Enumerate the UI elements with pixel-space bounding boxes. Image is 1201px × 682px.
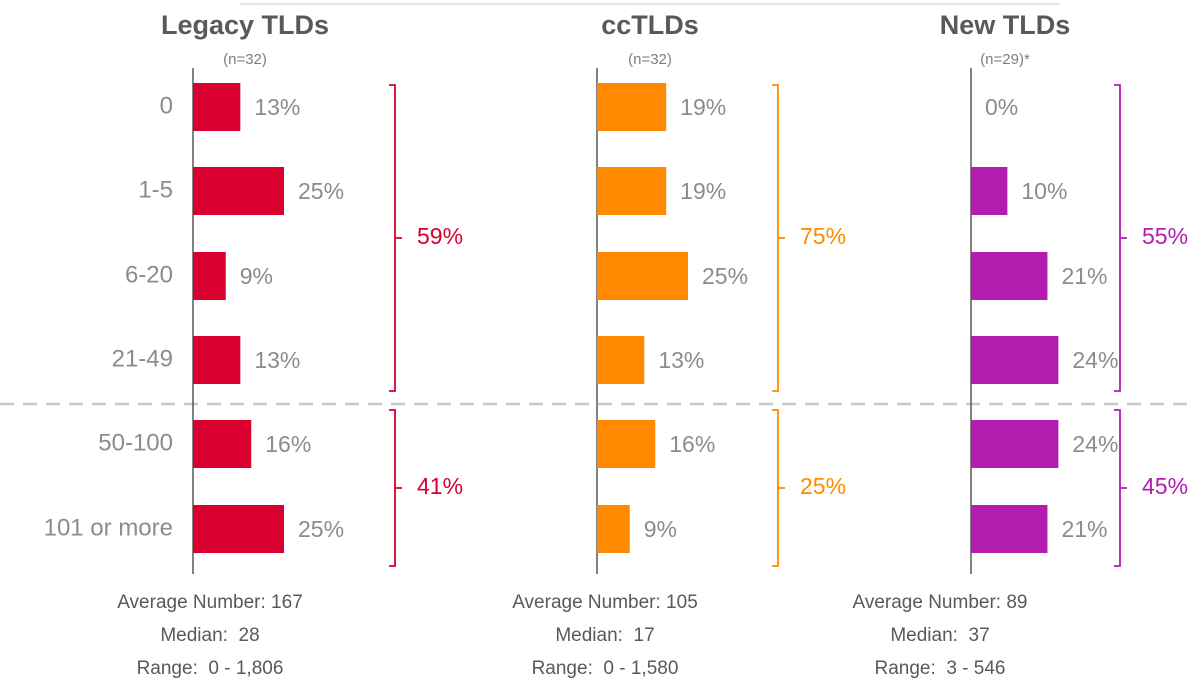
value-label: 25% <box>298 178 344 204</box>
panel-subtitle: (n=32) <box>223 51 267 68</box>
value-label: 9% <box>644 516 677 542</box>
bar <box>193 252 226 300</box>
value-label: 13% <box>254 94 300 120</box>
group-label: 45% <box>1142 473 1188 499</box>
bar <box>597 336 645 384</box>
stat-line: Range: 0 - 1,580 <box>532 658 679 679</box>
group-label: 55% <box>1142 223 1188 249</box>
value-label: 9% <box>240 263 273 289</box>
group-bracket <box>389 409 402 567</box>
value-label: 21% <box>1061 516 1107 542</box>
group-bracket <box>389 84 402 392</box>
value-label: 16% <box>265 431 311 457</box>
value-label: 13% <box>254 347 300 373</box>
category-label: 50-100 <box>98 429 173 456</box>
panel-title: ccTLDs <box>601 10 699 40</box>
group-label: 41% <box>417 473 463 499</box>
stat-line: Median: 37 <box>890 625 989 646</box>
bar <box>193 83 241 131</box>
bar <box>597 167 667 215</box>
bar <box>193 167 284 215</box>
stat-line: Range: 0 - 1,806 <box>137 658 284 679</box>
value-label: 10% <box>1021 178 1067 204</box>
category-label: 1-5 <box>138 176 173 203</box>
category-label: 101 or more <box>44 514 173 541</box>
group-bracket <box>1114 409 1127 567</box>
group-bracket <box>772 409 785 567</box>
stat-line: Average Number: 89 <box>853 592 1028 613</box>
value-label: 19% <box>680 94 726 120</box>
bar <box>193 420 252 468</box>
bar <box>597 505 630 553</box>
value-label: 24% <box>1072 347 1118 373</box>
bar <box>971 252 1048 300</box>
bar <box>597 252 688 300</box>
category-label: 21-49 <box>112 345 173 372</box>
panel-subtitle: (n=32) <box>628 51 672 68</box>
stat-line: Average Number: 167 <box>117 592 303 613</box>
bar <box>971 505 1048 553</box>
value-label: 16% <box>669 431 715 457</box>
group-label: 25% <box>800 473 846 499</box>
stat-line: Average Number: 105 <box>512 592 698 613</box>
value-label: 13% <box>658 347 704 373</box>
value-label: 25% <box>298 516 344 542</box>
panel-title: Legacy TLDs <box>161 10 329 40</box>
category-label: 0 <box>160 92 173 119</box>
bar <box>971 167 1008 215</box>
panel-subtitle: (n=29)* <box>980 51 1030 68</box>
stat-line: Median: 17 <box>555 625 654 646</box>
stat-line: Median: 28 <box>160 625 259 646</box>
stat-line: Range: 3 - 546 <box>875 658 1006 679</box>
value-label: 24% <box>1072 431 1118 457</box>
group-bracket <box>772 84 785 392</box>
value-label: 0% <box>985 94 1018 120</box>
value-label: 19% <box>680 178 726 204</box>
value-label: 21% <box>1061 263 1107 289</box>
group-label: 75% <box>800 223 846 249</box>
group-bracket <box>1114 84 1127 392</box>
bar <box>193 505 284 553</box>
panel-title: New TLDs <box>940 10 1071 40</box>
group-label: 59% <box>417 223 463 249</box>
category-label: 6-20 <box>125 261 173 288</box>
bar <box>597 83 667 131</box>
bar <box>971 420 1059 468</box>
bar <box>971 336 1059 384</box>
bar <box>597 420 656 468</box>
bar <box>193 336 241 384</box>
value-label: 25% <box>702 263 748 289</box>
